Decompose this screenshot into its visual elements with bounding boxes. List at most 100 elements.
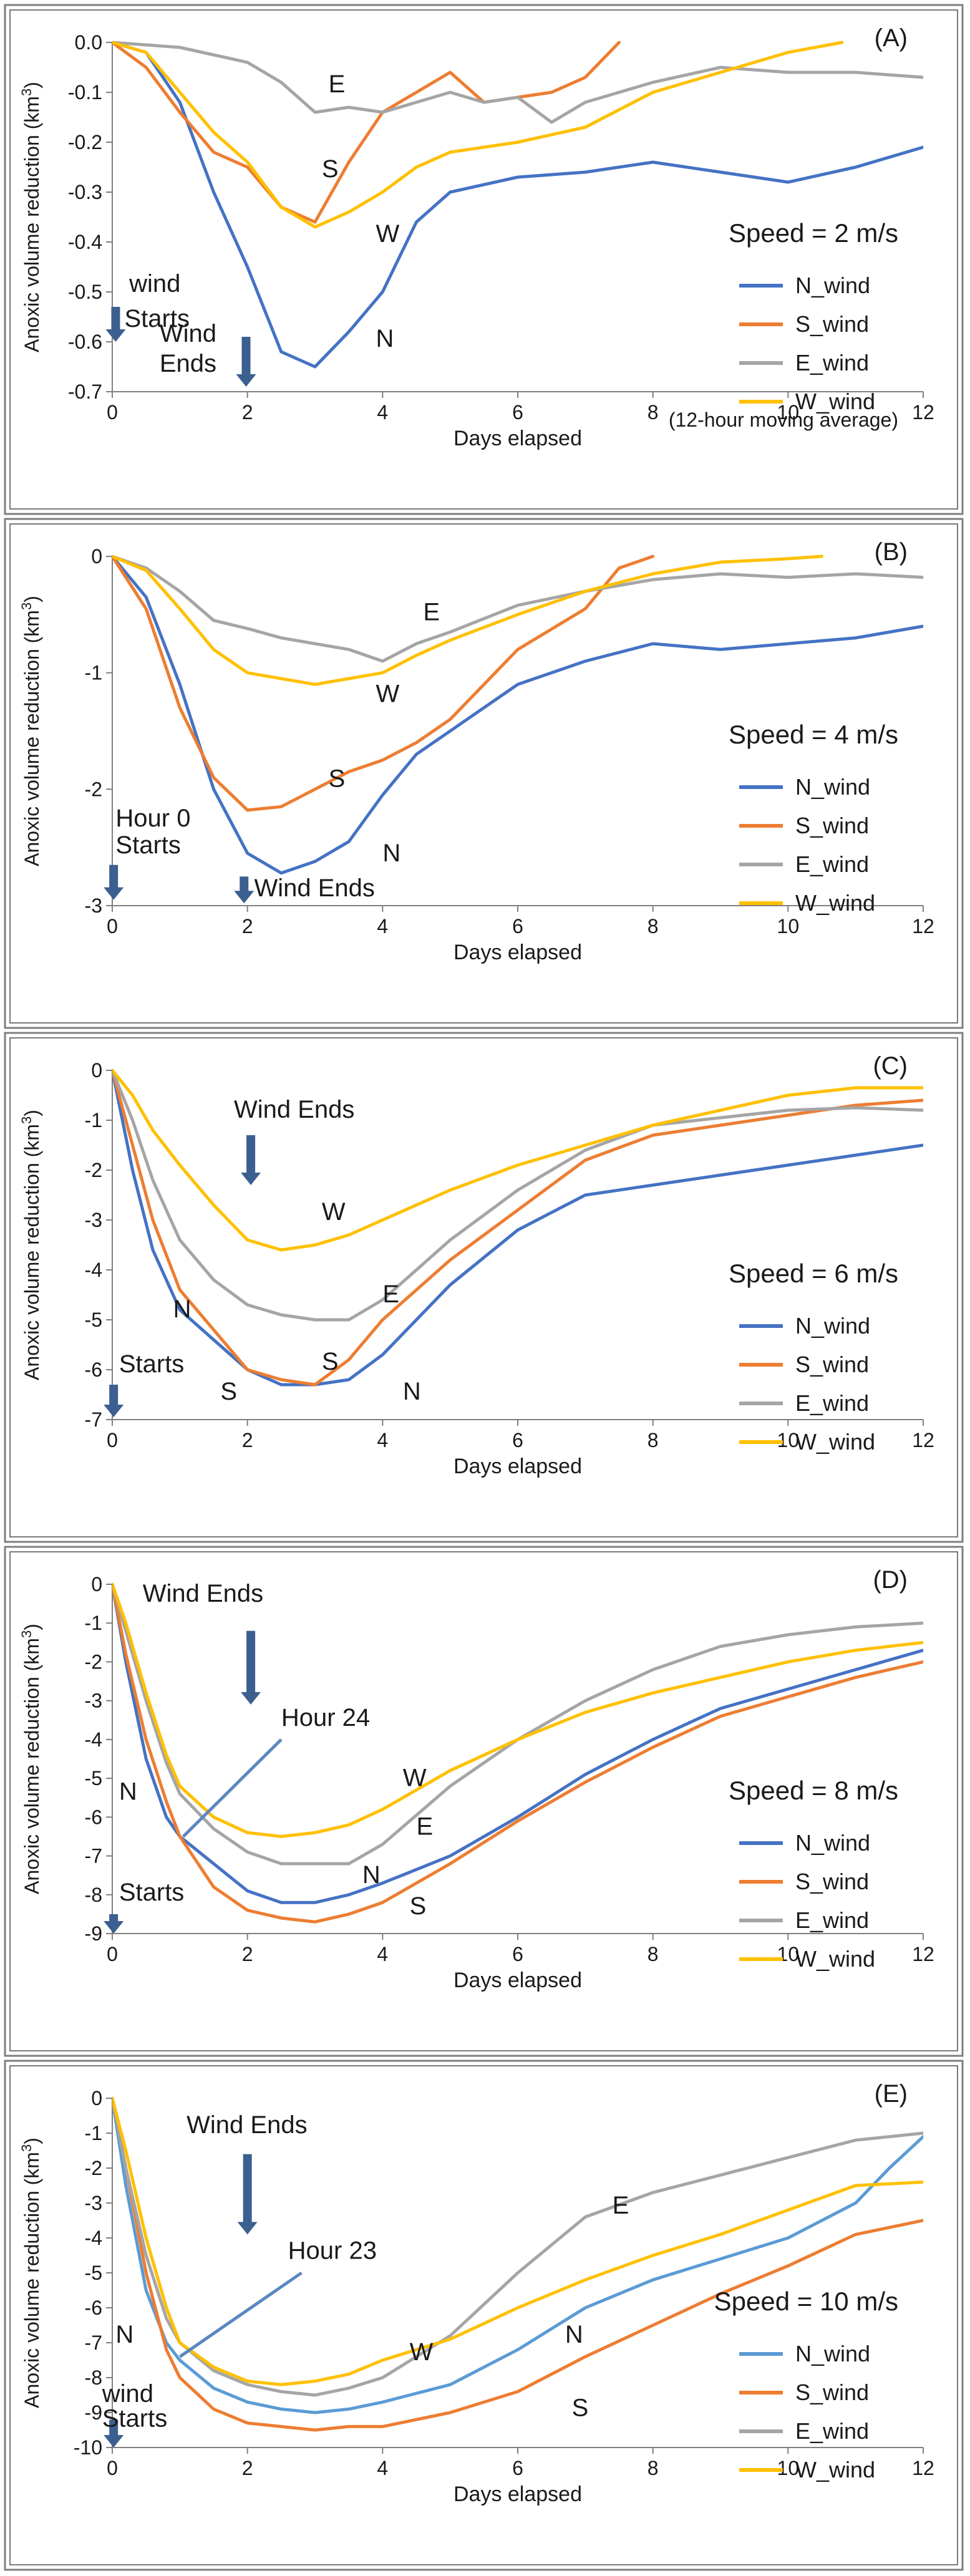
y-tick-label: -3 <box>85 894 102 917</box>
y-tick-label: -0.7 <box>68 380 102 403</box>
x-tick-label: 0 <box>107 1429 118 1451</box>
series-line-s-wind <box>112 554 655 812</box>
legend-entry: S_wind <box>795 1352 869 1377</box>
y-axis-title-superscript: 3 <box>19 1116 34 1124</box>
y-tick-label: -1 <box>85 662 102 684</box>
x-tick-label: 4 <box>377 2457 388 2479</box>
y-axis-title-main: Anoxic volume reduction (km <box>21 1638 43 1894</box>
y-axis-title-close: ) <box>21 1110 43 1116</box>
x-axis-title: Days elapsed <box>453 427 582 450</box>
legend-entry: N_wind <box>795 1830 870 1856</box>
down-arrow-shaft <box>241 337 251 375</box>
y-axis-title-main: Anoxic volume reduction (km <box>21 610 43 866</box>
legend-entry: E_wind <box>795 350 869 375</box>
annotation-label: Starts <box>115 831 180 859</box>
y-axis-title-superscript: 3 <box>19 1630 34 1638</box>
x-tick-label: 12 <box>912 915 934 937</box>
legend-entry: W_wind <box>795 389 875 414</box>
annotation-label: S <box>322 1348 339 1375</box>
x-tick-label: 6 <box>512 2457 523 2479</box>
annotation-label: Starts <box>119 1350 184 1378</box>
down-arrow-head <box>104 887 124 900</box>
y-tick-label: -5 <box>85 1767 102 1789</box>
x-tick-label: 12 <box>912 401 934 424</box>
y-tick-label: -0.4 <box>68 231 102 253</box>
panel-a: 0 2 4 6 8 10 12 0.0 -0.1 -0.2 -0.3 -0.4 -0.5 -0.6 -0.7… <box>4 4 964 515</box>
x-tick-label: 8 <box>647 1429 659 1451</box>
series-line-w-wind <box>112 1068 923 1252</box>
y-tick-label: -9 <box>85 1922 102 1945</box>
panel-d: 0 2 4 6 8 10 12 0 -1 -2 -3 -4 -5 -6 -7 -8 -9 Days elapsed… <box>4 1546 964 2057</box>
annotation-label: N <box>115 2321 133 2348</box>
annotation-label: S <box>220 1378 237 1405</box>
legend: N_wind S_wind E_wind W_wind <box>739 2341 875 2482</box>
speed-label: Speed = 8 m/s <box>729 1776 898 1805</box>
panel-inner-frame <box>9 1037 958 1537</box>
down-arrow-shaft <box>109 2419 119 2436</box>
annotation-label: W <box>403 1765 427 1792</box>
legend: N_wind S_wind E_wind W_wind <box>739 273 875 414</box>
annotation-label: W <box>376 680 400 707</box>
series-line-n-wind <box>112 1068 923 1387</box>
speed-label: Speed = 4 m/s <box>729 720 898 749</box>
down-arrow-head <box>104 1921 124 1934</box>
panel-inner-frame <box>9 9 958 510</box>
x-tick-label: 12 <box>912 1943 934 1965</box>
legend-entry: S_wind <box>795 2380 869 2405</box>
y-tick-label: -4 <box>85 2227 102 2249</box>
panel-label: (B) <box>875 538 908 566</box>
y-tick-label: -3 <box>85 1209 102 1231</box>
annotation-label: S <box>322 155 339 183</box>
x-tick-label: 2 <box>242 401 253 424</box>
y-tick-label: -1 <box>85 1109 102 1131</box>
legend-entry: W_wind <box>795 890 875 916</box>
x-tick-label: 4 <box>377 915 388 937</box>
annotation-label: N <box>565 2321 583 2348</box>
y-tick-label: -3 <box>85 1690 102 1712</box>
panel-label: (A) <box>875 24 908 52</box>
annotation-label: Wind Ends <box>234 1096 354 1123</box>
series-line-e-wind <box>112 1068 923 1322</box>
y-tick-label: -7 <box>85 1845 102 1867</box>
x-tick-label: 6 <box>512 401 523 424</box>
y-tick-label: 0 <box>91 1573 102 1595</box>
x-axis-title: Days elapsed <box>453 1455 582 1478</box>
annotation-label: Hour 0 <box>115 805 190 832</box>
panel-frame <box>4 518 964 1029</box>
down-arrow-shaft <box>111 307 120 331</box>
x-tick-label: 8 <box>647 2457 659 2479</box>
down-arrow-shaft <box>246 1630 256 1693</box>
down-arrow-shaft <box>246 1135 256 1174</box>
y-axis-title: Anoxic volume reduction (km3) <box>19 596 43 866</box>
annotation-label: S <box>572 2394 589 2422</box>
x-tick-label: 12 <box>912 1429 934 1451</box>
annotation-label: Wind Ends <box>255 874 375 902</box>
y-tick-label: -9 <box>85 2401 102 2424</box>
annotation-label: Wind Ends <box>143 1580 263 1607</box>
down-arrow-shaft <box>109 864 119 889</box>
x-tick-label: 10 <box>777 1943 800 1965</box>
y-axis-title-superscript: 3 <box>19 89 34 96</box>
y-tick-label: -1 <box>85 2122 102 2144</box>
series-line-n-wind <box>112 554 923 875</box>
y-tick-label: -0.2 <box>68 131 102 153</box>
down-arrow-head <box>236 374 256 387</box>
series-line-w-wind <box>112 1582 923 1838</box>
y-tick-label: 0.0 <box>75 31 102 54</box>
x-tick-label: 12 <box>912 2457 934 2479</box>
annotation-label: N <box>173 1295 192 1323</box>
y-tick-label: -10 <box>74 2436 102 2459</box>
x-tick-label: 4 <box>377 1429 388 1451</box>
y-tick-label: -2 <box>85 2157 102 2179</box>
y-tick-label: -0.6 <box>68 331 102 353</box>
legend-entry: E_wind <box>795 1390 869 1416</box>
legend: N_wind S_wind E_wind W_wind <box>739 1830 875 1972</box>
y-axis-title-close: ) <box>21 82 43 89</box>
panel-b: 0 2 4 6 8 10 12 0 -1 -2 -3 Days elapsed Anoxic volum… <box>4 518 964 1029</box>
y-tick-label: -5 <box>85 2262 102 2284</box>
series-line-n-wind <box>112 1582 923 1904</box>
legend-entry: N_wind <box>795 1313 870 1339</box>
down-arrow-head <box>241 1692 261 1705</box>
x-tick-label: 2 <box>242 915 253 937</box>
